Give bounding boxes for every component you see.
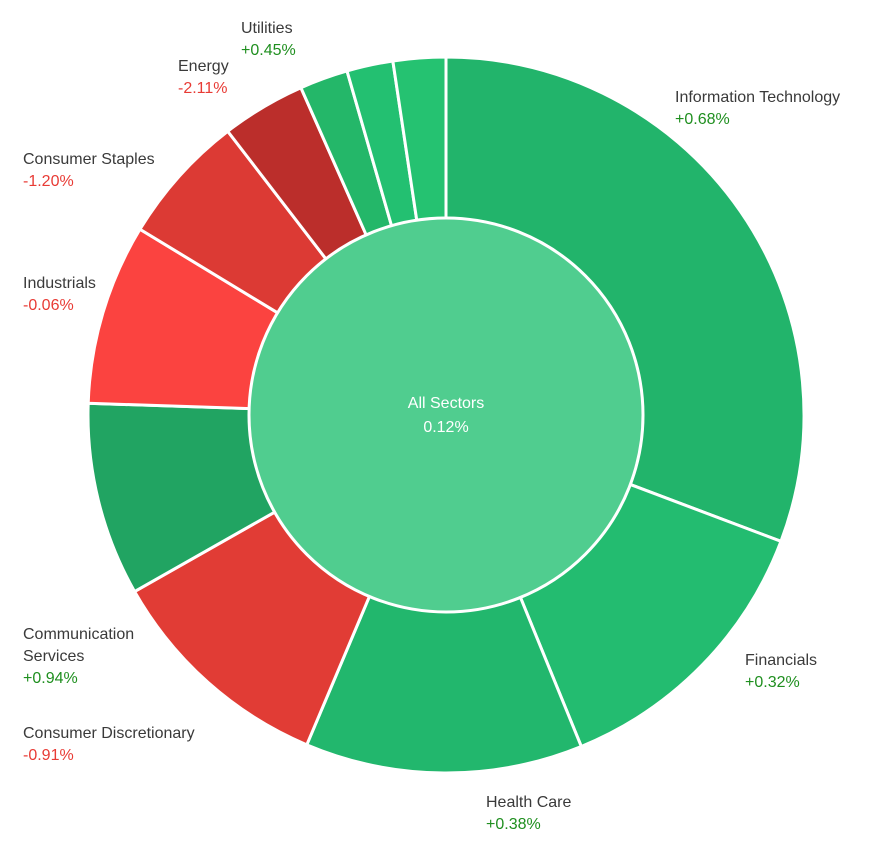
label-information-technology: Information Technology +0.68% (675, 87, 840, 131)
label-information-technology-name: Information Technology (675, 89, 841, 106)
label-utilities-name: Utilities (241, 20, 293, 37)
center-name: All Sectors (407, 395, 485, 412)
label-communication-services: Communication Services +0.94% (23, 624, 173, 690)
label-consumer-staples: Consumer Staples -1.20% (23, 149, 155, 193)
label-utilities-change: +0.45% (241, 42, 296, 59)
label-communication-services-change: +0.94% (23, 670, 78, 687)
label-energy-change: -2.11% (178, 80, 228, 97)
label-utilities: Utilities +0.45% (241, 18, 296, 62)
label-health-care-name: Health Care (486, 794, 572, 811)
label-energy-name: Energy (178, 58, 229, 75)
outer-ring (86, 55, 806, 775)
label-industrials: Industrials -0.06% (23, 273, 96, 317)
label-consumer-discretionary: Consumer Discretionary -0.91% (23, 723, 195, 767)
label-industrials-name: Industrials (23, 275, 96, 292)
label-consumer-staples-name: Consumer Staples (23, 151, 155, 168)
label-consumer-discretionary-name: Consumer Discretionary (23, 725, 195, 742)
label-energy: Energy -2.11% (178, 56, 229, 100)
center-change: 0.12% (423, 419, 469, 436)
center-circle[interactable] (247, 216, 645, 614)
label-financials: Financials +0.32% (745, 650, 817, 694)
label-financials-name: Financials (745, 652, 818, 669)
label-communication-services-name: Communication Services (23, 626, 135, 665)
label-consumer-staples-change: -1.20% (23, 173, 74, 190)
label-financials-change: +0.32% (745, 674, 800, 691)
label-information-technology-change: +0.68% (675, 111, 730, 128)
center-label: All Sectors 0.12% (346, 392, 546, 440)
label-health-care: Health Care +0.38% (486, 792, 571, 836)
label-industrials-change: -0.06% (23, 297, 74, 314)
label-consumer-discretionary-change: -0.91% (23, 747, 74, 764)
label-health-care-change: +0.38% (486, 816, 541, 833)
